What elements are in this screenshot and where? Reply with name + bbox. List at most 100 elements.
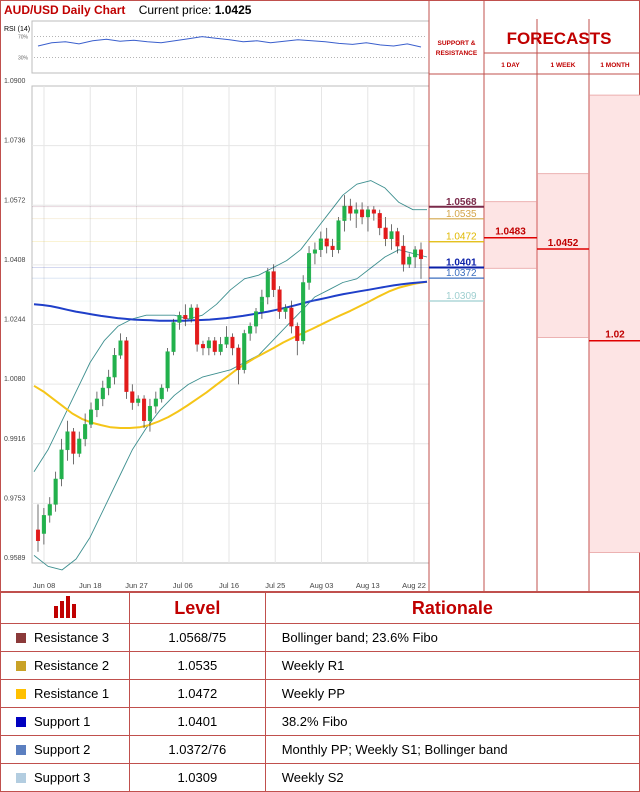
candle-body [366, 210, 370, 217]
level-value: 1.0401 [129, 708, 265, 736]
price-value: 1.0425 [215, 3, 252, 17]
x-tick-label: Jul 16 [219, 581, 239, 590]
candle-body [125, 341, 129, 392]
rsi-label: RSI (14) [4, 26, 30, 33]
x-tick-label: Jun 18 [79, 581, 102, 590]
candle-body [66, 432, 70, 450]
x-tick-label: Jun 08 [33, 581, 56, 590]
candle-body [260, 297, 264, 312]
candle-body [213, 341, 217, 352]
level-name-cell: Support 1 [1, 708, 130, 736]
candle-body [360, 210, 364, 217]
candle-body [266, 272, 270, 297]
y-tick-label: 1.0572 [4, 197, 26, 204]
candle-body [201, 344, 205, 348]
candle-body [354, 210, 358, 214]
forecast-value-label: 1.0483 [495, 227, 526, 238]
level-value: 1.0372/76 [129, 736, 265, 764]
candle-body [60, 450, 64, 479]
candle-body [284, 308, 288, 312]
level-rationale: Weekly PP [265, 680, 639, 708]
candle-body [413, 250, 417, 257]
y-tick-label: 1.0408 [4, 257, 26, 264]
sr-level-label: 1.0472 [446, 232, 477, 243]
level-name-cell: Support 2 [1, 736, 130, 764]
y-tick-label: 1.0080 [4, 376, 26, 383]
candle-body [142, 399, 146, 421]
candle-body [136, 399, 140, 403]
x-tick-label: Jul 25 [265, 581, 285, 590]
level-name-cell: Support 3 [1, 764, 130, 792]
forecast-range-box [538, 174, 589, 338]
sr-level-label: 1.0535 [446, 209, 477, 220]
level-rationale: Weekly R1 [265, 652, 639, 680]
level-name: Support 1 [34, 714, 90, 729]
bar-chart-icon [53, 596, 77, 618]
candle-body [189, 308, 193, 319]
candle-body [107, 377, 111, 388]
candle-body [384, 228, 388, 239]
y-tick-label: 0.9589 [4, 555, 26, 562]
level-name-cell: Resistance 3 [1, 624, 130, 652]
forecast-column-label: 1 DAY [501, 62, 520, 69]
x-tick-label: Jul 06 [173, 581, 193, 590]
candle-body [254, 312, 258, 327]
candle-body [166, 352, 170, 388]
sr-header-line2: RESISTANCE [436, 50, 478, 57]
level-value: 1.0309 [129, 764, 265, 792]
candle-body [195, 308, 199, 344]
y-tick-label: 0.9916 [4, 436, 26, 443]
y-tick-label: 1.0900 [4, 78, 26, 85]
candle-body [301, 282, 305, 340]
x-tick-label: Aug 13 [356, 581, 380, 590]
level-name: Resistance 2 [34, 658, 109, 673]
candle-body [48, 504, 52, 515]
level-color-swatch [16, 717, 26, 727]
candle-body [183, 315, 187, 319]
candle-body [89, 410, 93, 425]
candle-body [178, 315, 182, 322]
candle-body [396, 232, 400, 247]
x-tick-label: Jun 27 [125, 581, 148, 590]
candle-body [278, 290, 282, 312]
level-color-swatch [16, 661, 26, 671]
sr-level-label: 1.0372 [446, 268, 477, 279]
pair-label: AUD/USD Daily Chart [4, 3, 125, 17]
bars-icon-cell [1, 593, 130, 624]
candle-body [290, 308, 294, 326]
y-tick-label: 1.0736 [4, 138, 26, 145]
candle-body [72, 432, 76, 454]
sr-level-label: 1.0401 [446, 258, 477, 269]
candle-body [325, 239, 329, 246]
candle-body [231, 337, 235, 348]
level-header: Level [129, 593, 265, 624]
candle-body [390, 232, 394, 239]
candle-body [77, 439, 81, 454]
candle-body [219, 344, 223, 351]
level-value: 1.0535 [129, 652, 265, 680]
rationale-header: Rationale [265, 593, 639, 624]
level-value: 1.0568/75 [129, 624, 265, 652]
candle-body [54, 479, 58, 504]
level-color-swatch [16, 773, 26, 783]
sr-level-label: 1.0568 [446, 197, 477, 208]
candle-body [42, 515, 46, 533]
candle-body [154, 399, 158, 406]
forecast-value-label: 1.0452 [548, 238, 579, 249]
rsi-plot-frame [32, 21, 429, 73]
candle-body [237, 348, 241, 370]
table-header-row: Level Rationale [1, 593, 640, 624]
level-name-cell: Resistance 1 [1, 680, 130, 708]
level-rationale: 38.2% Fibo [265, 708, 639, 736]
candle-body [225, 337, 229, 344]
forecast-column-label: 1 MONTH [600, 62, 630, 69]
forecast-range-box [590, 95, 640, 552]
candle-body [348, 206, 352, 213]
rsi-tick-label: 70% [18, 35, 29, 41]
candle-body [101, 388, 105, 399]
